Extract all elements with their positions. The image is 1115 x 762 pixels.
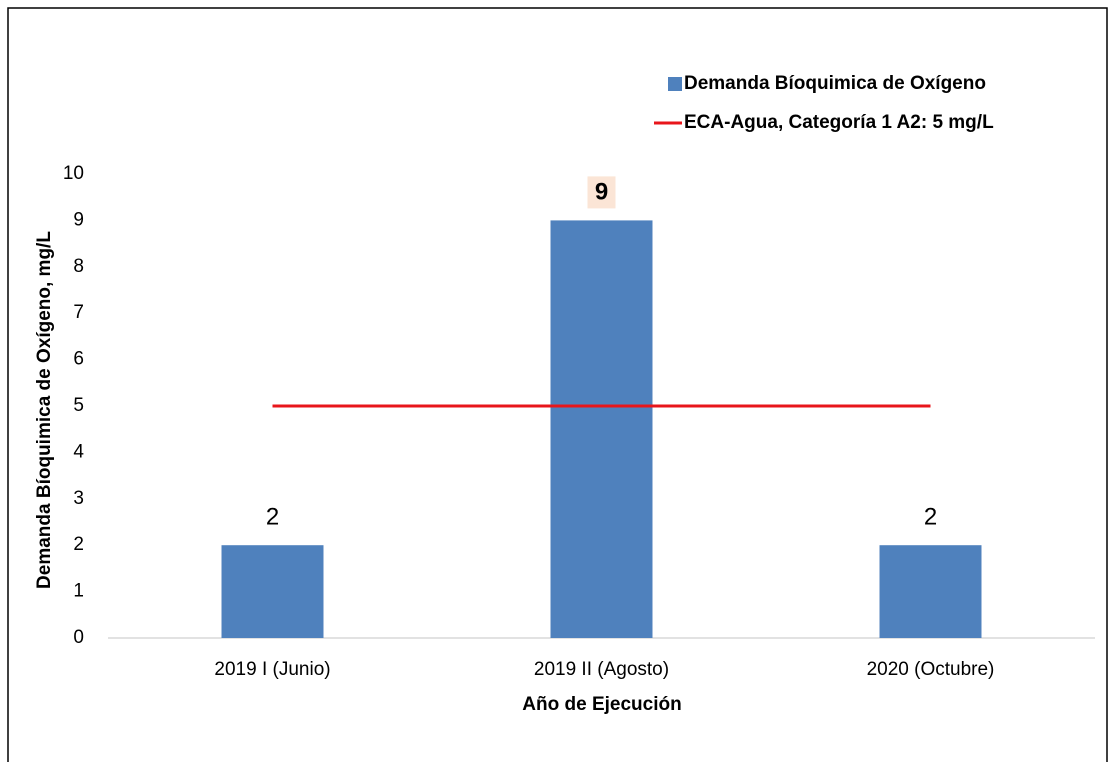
y-tick-label: 2 — [73, 534, 84, 555]
data-label-highlight — [587, 176, 616, 209]
x-tick-label: 2019 I (Junio) — [214, 659, 330, 680]
data-label: 2 — [924, 504, 937, 531]
y-tick-label: 6 — [73, 349, 84, 370]
bar — [879, 545, 982, 638]
legend-label: ECA-Agua, Categoría 1 A2: 5 mg/L — [684, 112, 994, 133]
legend-swatch — [668, 77, 682, 91]
y-tick-label: 10 — [63, 163, 84, 184]
x-axis-label: Año de Ejecución — [522, 694, 681, 715]
data-label: 2 — [266, 504, 279, 531]
y-tick-label: 4 — [73, 441, 84, 462]
data-label: 9 — [595, 179, 608, 206]
y-tick-label: 5 — [73, 395, 84, 416]
y-tick-label: 3 — [73, 488, 84, 509]
x-tick-label: 2020 (Octubre) — [867, 659, 995, 680]
bar — [550, 220, 653, 638]
y-axis-label: Demanda Bíoquimica de Oxígeno, mg/L — [34, 231, 55, 589]
y-tick-label: 7 — [73, 302, 84, 323]
y-tick-label: 0 — [73, 627, 84, 648]
y-tick-label: 8 — [73, 256, 84, 277]
legend-label: Demanda Bíoquimica de Oxígeno — [684, 73, 986, 94]
x-tick-label: 2019 II (Agosto) — [534, 659, 669, 680]
y-tick-label: 9 — [73, 209, 84, 230]
y-tick-label: 1 — [73, 581, 84, 602]
bar — [221, 545, 324, 638]
